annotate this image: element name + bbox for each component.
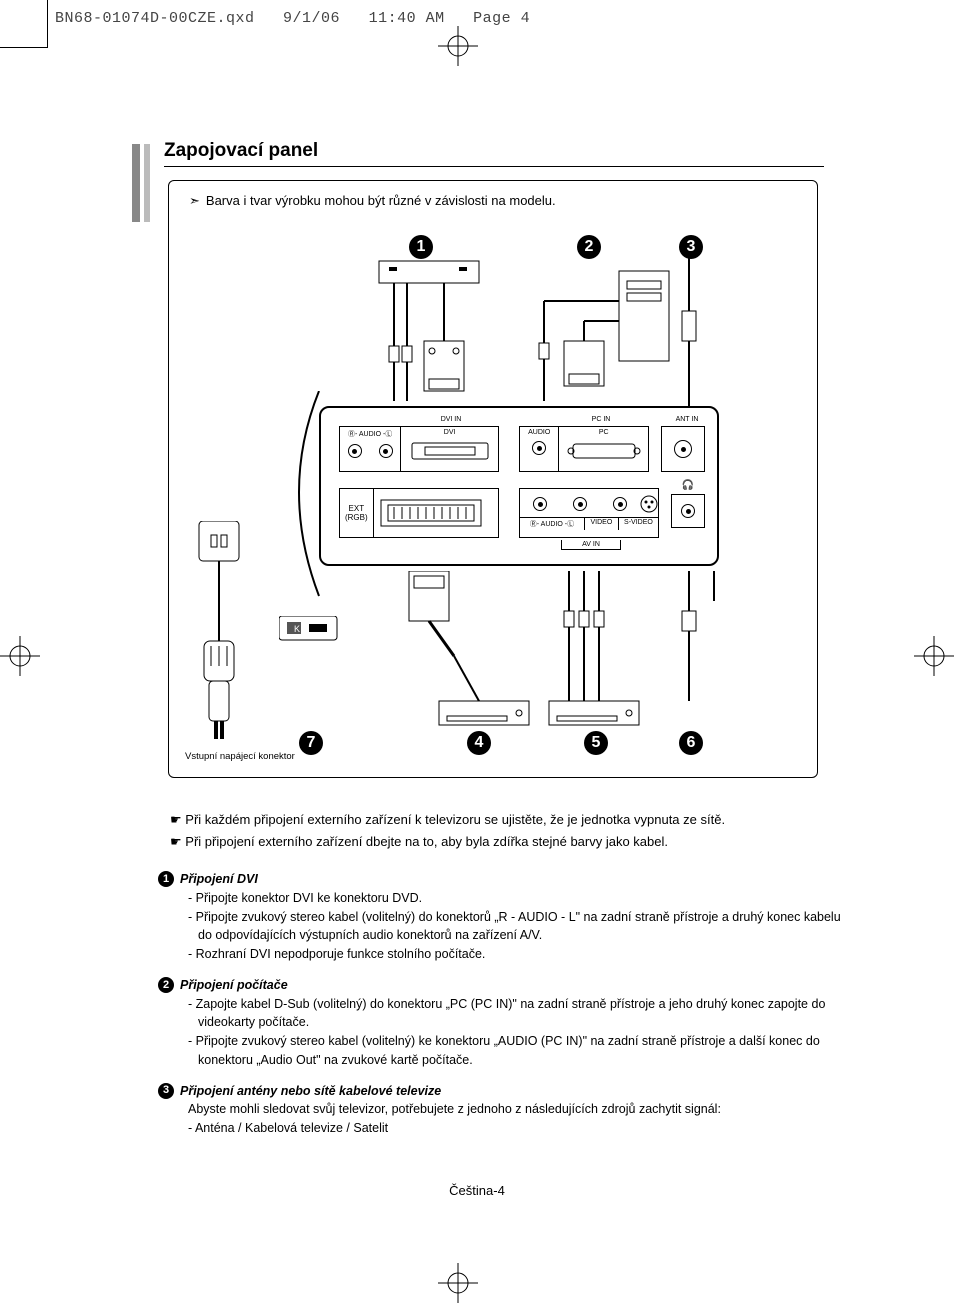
filename: BN68-01074D-00CZE.qxd — [55, 10, 255, 27]
label-ant-in: ANT IN — [667, 416, 707, 423]
bottom-devices — [389, 571, 719, 741]
label-svideo: S-VIDEO — [619, 518, 658, 530]
page-footer: Čeština-4 — [0, 1183, 954, 1198]
connection-diagram: 1 2 3 4 5 6 7 — [169, 221, 817, 777]
label-audio: AUDIO — [522, 429, 556, 436]
registration-mark — [438, 1263, 478, 1303]
title-stripe — [144, 144, 150, 222]
section-intro: Abyste mohli sledovat svůj televizor, po… — [188, 1100, 858, 1119]
power-caption: Vstupní napájecí konektor — [185, 751, 295, 762]
headphone-icon: 🎧 — [673, 480, 703, 491]
section-title: Připojení DVI — [180, 870, 258, 889]
curve-decor — [279, 391, 329, 601]
section-item: - Rozhraní DVI nepodporuje funkce stolní… — [188, 945, 858, 964]
section-item: - Připojte zvukový stereo kabel (volitel… — [188, 908, 858, 946]
tv-rear-panel: DVI IN PC IN ANT IN Ⓡ- AUDIO -Ⓛ DVI — [319, 406, 719, 566]
crop-mark — [0, 47, 48, 48]
section-2: 2 Připojení počítače - Zapojte kabel D-S… — [158, 976, 858, 1070]
label-dvi: DVI — [403, 429, 496, 436]
model-note: Barva i tvar výrobku mohou být různé v z… — [189, 193, 556, 209]
title-stripe — [132, 144, 140, 222]
connection-sections: 1 Připojení DVI - Připojte konektor DVI … — [158, 870, 858, 1150]
section-item: - Připojte konektor DVI ke konektoru DVD… — [188, 889, 858, 908]
registration-mark — [914, 636, 954, 676]
print-header: BN68-01074D-00CZE.qxd 9/1/06 11:40 AM Pa… — [55, 10, 530, 27]
section-3: 3 Připojení antény nebo sítě kabelové te… — [158, 1082, 858, 1138]
section-num: 3 — [158, 1083, 174, 1099]
registration-mark — [438, 26, 478, 66]
label-audio-rl: Ⓡ- AUDIO -Ⓛ — [342, 429, 398, 439]
page-title: Zapojovací panel — [164, 140, 824, 167]
label-pc-in: PC IN — [581, 416, 621, 423]
warning-2: Při připojení externího zařízení dbejte … — [170, 832, 830, 852]
label-video: VIDEO — [585, 518, 619, 530]
svg-text:K: K — [294, 624, 300, 634]
section-title: Připojení počítače — [180, 976, 288, 995]
section-item: - Anténa / Kabelová televize / Satelit — [188, 1119, 858, 1138]
warning-notes: Při každém připojení externího zařízení … — [170, 810, 830, 854]
time: 11:40 AM — [369, 10, 445, 27]
section-item: - Zapojte kabel D-Sub (volitelný) do kon… — [188, 995, 858, 1033]
label-av-in: AV IN — [561, 540, 621, 550]
section-num: 1 — [158, 871, 174, 887]
callout-7: 7 — [299, 731, 323, 755]
warning-1: Při každém připojení externího zařízení … — [170, 810, 830, 830]
diagram-frame: Barva i tvar výrobku mohou být různé v z… — [168, 180, 818, 778]
label-audio-rl2: Ⓡ- AUDIO -Ⓛ — [520, 518, 585, 530]
label-pc: PC — [561, 429, 646, 436]
manual-page: BN68-01074D-00CZE.qxd 9/1/06 11:40 AM Pa… — [0, 0, 954, 1313]
source-devices-top — [369, 251, 699, 411]
kensington-lock: K — [279, 616, 339, 646]
registration-mark — [0, 636, 40, 676]
power-plug — [189, 521, 249, 741]
label-dvi-in: DVI IN — [421, 416, 481, 423]
label-ext-rgb: EXT (RGB) — [340, 489, 374, 537]
section-title: Připojení antény nebo sítě kabelové tele… — [180, 1082, 441, 1101]
section-item: - Připojte zvukový stereo kabel (volitel… — [188, 1032, 858, 1070]
crop-mark — [47, 0, 48, 48]
date: 9/1/06 — [283, 10, 340, 27]
section-num: 2 — [158, 977, 174, 993]
section-1: 1 Připojení DVI - Připojte konektor DVI … — [158, 870, 858, 964]
page-info: Page 4 — [473, 10, 530, 27]
